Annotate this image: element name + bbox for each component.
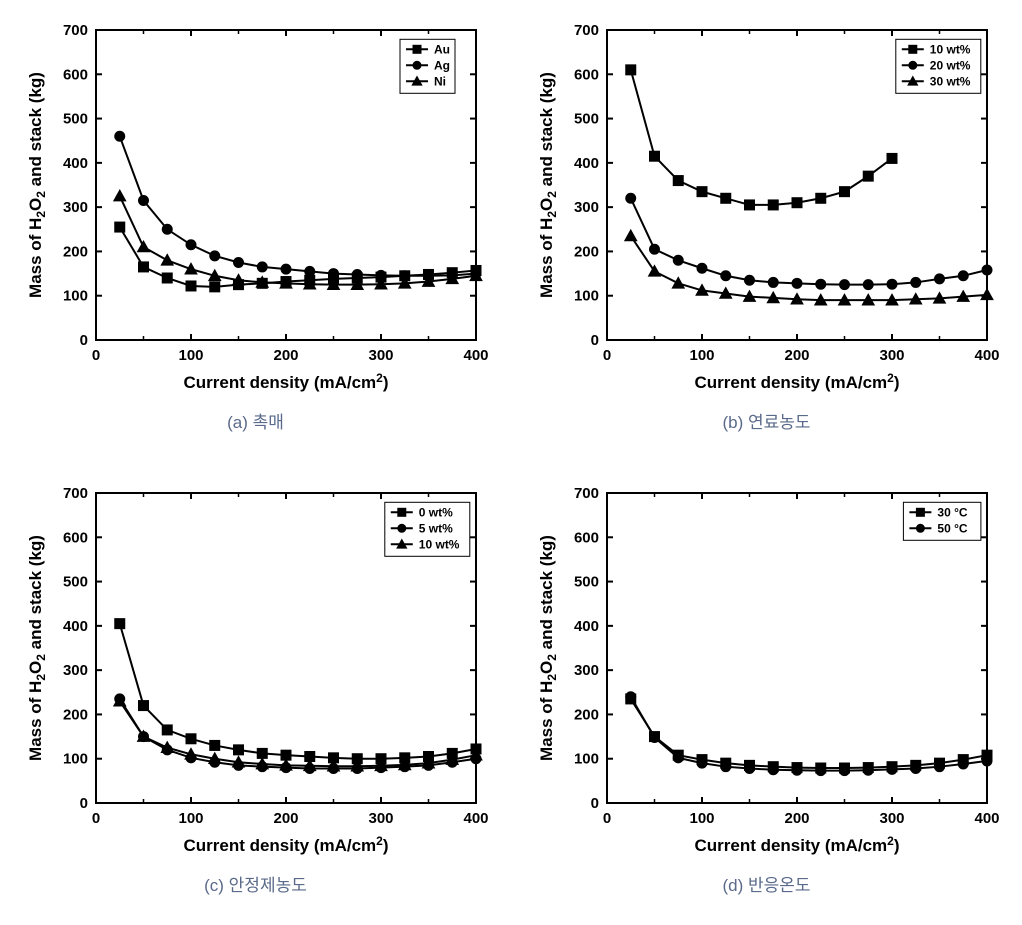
- svg-text:100: 100: [573, 288, 598, 305]
- caption-d: (d) 반응온도: [722, 871, 810, 896]
- svg-text:400: 400: [62, 155, 87, 172]
- svg-text:400: 400: [974, 347, 999, 364]
- chart-b: 0 100 200 300 400 0 100 200 300 400 500 600 700 Curre…: [522, 10, 1012, 400]
- svg-text:200: 200: [784, 810, 809, 827]
- svg-text:300: 300: [879, 347, 904, 364]
- svg-text:Ag: Ag: [434, 58, 450, 72]
- svg-text:200: 200: [62, 706, 87, 723]
- svg-text:Current density (mA/cm2): Current density (mA/cm2): [694, 371, 899, 392]
- svg-text:400: 400: [62, 617, 87, 634]
- svg-text:300: 300: [62, 662, 87, 679]
- caption-a: (a) 촉매: [227, 408, 284, 433]
- svg-text:100: 100: [689, 810, 714, 827]
- svg-text:500: 500: [573, 111, 598, 128]
- svg-text:30 wt%: 30 wt%: [929, 74, 970, 88]
- svg-text:300: 300: [368, 810, 393, 827]
- svg-text:600: 600: [62, 529, 87, 546]
- svg-text:200: 200: [573, 243, 598, 260]
- svg-text:Mass of H2O2 and stack (kg): Mass of H2O2 and stack (kg): [26, 72, 48, 298]
- svg-text:Current density (mA/cm2): Current density (mA/cm2): [694, 834, 899, 855]
- svg-text:500: 500: [62, 111, 87, 128]
- svg-text:0: 0: [79, 332, 87, 349]
- svg-text:400: 400: [573, 155, 598, 172]
- svg-text:600: 600: [573, 529, 598, 546]
- svg-text:200: 200: [784, 347, 809, 364]
- chart-d: 0 100 200 300 400 0 100 200 300 400 500 600 700 Curre…: [522, 473, 1012, 863]
- svg-text:200: 200: [62, 243, 87, 260]
- cell-c: 0 100 200 300 400 0 100 200 300 400 500 600 700 Curre…: [0, 463, 511, 925]
- svg-text:100: 100: [573, 750, 598, 767]
- svg-text:700: 700: [62, 485, 87, 502]
- svg-text:400: 400: [463, 347, 488, 364]
- svg-text:100: 100: [62, 288, 87, 305]
- svg-text:300: 300: [368, 347, 393, 364]
- svg-text:Mass of H2O2 and stack (kg): Mass of H2O2 and stack (kg): [537, 72, 559, 298]
- svg-text:5 wt%: 5 wt%: [418, 521, 452, 535]
- svg-text:Current density (mA/cm2): Current density (mA/cm2): [183, 371, 388, 392]
- svg-text:0: 0: [91, 347, 99, 364]
- svg-text:700: 700: [573, 22, 598, 39]
- svg-text:400: 400: [463, 810, 488, 827]
- svg-text:200: 200: [273, 347, 298, 364]
- svg-text:300: 300: [879, 810, 904, 827]
- svg-text:100: 100: [62, 750, 87, 767]
- svg-text:0: 0: [79, 795, 87, 812]
- svg-text:700: 700: [62, 22, 87, 39]
- chart-grid: 0 100 200 300 400 0 100 200 300 400 500 600 700 Curre…: [0, 0, 1022, 925]
- svg-text:100: 100: [178, 347, 203, 364]
- svg-text:500: 500: [573, 573, 598, 590]
- svg-text:700: 700: [573, 485, 598, 502]
- svg-text:Current density (mA/cm2): Current density (mA/cm2): [183, 834, 388, 855]
- svg-text:10 wt%: 10 wt%: [929, 42, 970, 56]
- caption-b: (b) 연료농도: [722, 408, 810, 433]
- svg-text:0: 0: [602, 810, 610, 827]
- cell-b: 0 100 200 300 400 0 100 200 300 400 500 600 700 Curre…: [511, 0, 1022, 463]
- svg-text:200: 200: [573, 706, 598, 723]
- svg-text:10 wt%: 10 wt%: [418, 537, 459, 551]
- svg-text:0: 0: [590, 332, 598, 349]
- svg-text:500: 500: [62, 573, 87, 590]
- chart-a: 0 100 200 300 400 0 100 200 300 400 500 600 700 Curre…: [11, 10, 501, 400]
- svg-text:100: 100: [178, 810, 203, 827]
- svg-text:300: 300: [573, 662, 598, 679]
- svg-text:Au: Au: [434, 42, 450, 56]
- svg-text:0: 0: [602, 347, 610, 364]
- svg-text:30 °C: 30 °C: [937, 505, 967, 519]
- svg-text:600: 600: [573, 66, 598, 83]
- svg-text:200: 200: [273, 810, 298, 827]
- svg-text:0: 0: [91, 810, 99, 827]
- svg-text:Mass of H2O2 and stack (kg): Mass of H2O2 and stack (kg): [26, 535, 48, 761]
- svg-text:400: 400: [974, 810, 999, 827]
- svg-text:Mass of H2O2 and stack (kg): Mass of H2O2 and stack (kg): [537, 535, 559, 761]
- svg-text:Ni: Ni: [434, 74, 446, 88]
- svg-text:400: 400: [573, 617, 598, 634]
- svg-text:0 wt%: 0 wt%: [418, 505, 452, 519]
- svg-text:50 °C: 50 °C: [937, 521, 967, 535]
- svg-text:300: 300: [573, 199, 598, 216]
- cell-a: 0 100 200 300 400 0 100 200 300 400 500 600 700 Curre…: [0, 0, 511, 463]
- svg-text:600: 600: [62, 66, 87, 83]
- svg-text:0: 0: [590, 795, 598, 812]
- caption-c: (c) 안정제농도: [204, 871, 307, 896]
- svg-text:300: 300: [62, 199, 87, 216]
- svg-text:20 wt%: 20 wt%: [929, 58, 970, 72]
- chart-c: 0 100 200 300 400 0 100 200 300 400 500 600 700 Curre…: [11, 473, 501, 863]
- svg-text:100: 100: [689, 347, 714, 364]
- cell-d: 0 100 200 300 400 0 100 200 300 400 500 600 700 Curre…: [511, 463, 1022, 925]
